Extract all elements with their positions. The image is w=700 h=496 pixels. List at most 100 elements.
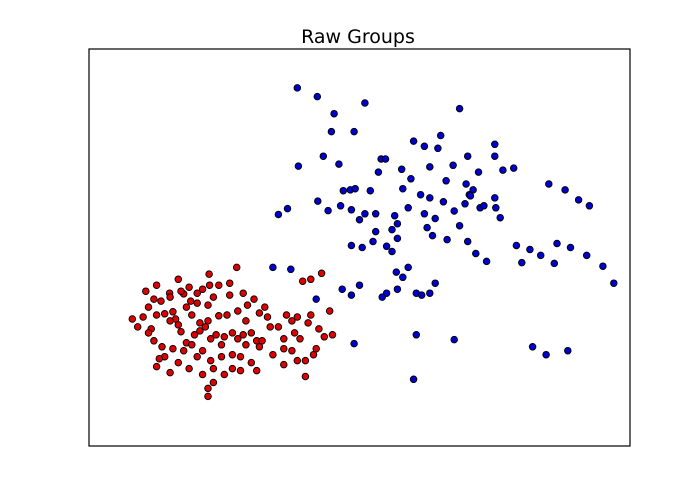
scatter-point-series-1-117 [280, 360, 288, 369]
scatter-point-series-0-6 [327, 127, 336, 136]
scatter-point-series-0-35 [336, 202, 345, 210]
scatter-point-series-1-33 [212, 331, 220, 339]
scatter-point-series-0-16 [381, 155, 390, 163]
scatter-point-series-1-68 [174, 358, 183, 367]
scatter-point-series-0-56 [480, 202, 488, 210]
scatter-point-series-1-42 [266, 323, 274, 331]
scatter-point-series-1-22 [152, 311, 161, 319]
scatter-point-series-1-61 [150, 337, 158, 345]
scatter-point-series-0-81 [582, 251, 591, 260]
scatter-point-series-0-76 [566, 243, 575, 252]
scatter-point-series-0-9 [420, 142, 429, 151]
scatter-point-series-1-21 [144, 303, 153, 311]
scatter-point-series-1-0 [205, 270, 213, 278]
scatter-point-series-0-19 [474, 168, 483, 176]
scatter-point-series-1-112 [280, 344, 288, 353]
scatter-point-series-1-34 [217, 341, 226, 349]
scatter-point-series-1-23 [157, 297, 165, 305]
scatter-point-series-0-40 [399, 184, 407, 193]
scatter-point-series-0-36 [314, 197, 322, 205]
scatter-point-series-0-64 [371, 227, 380, 236]
scatter-point-series-0-112 [585, 202, 594, 210]
scatter-point-series-1-91 [150, 295, 158, 303]
scatter-point-series-1-54 [206, 356, 215, 365]
scatter-point-series-0-110 [561, 186, 569, 194]
scatter-point-series-1-87 [307, 275, 315, 284]
scatter-point-series-0-20 [294, 162, 303, 170]
scatter-point-series-1-19 [234, 307, 242, 315]
scatter-point-series-1-93 [152, 281, 161, 289]
scatter-point-series-1-6 [225, 291, 234, 299]
scatter-point-series-0-57 [492, 204, 500, 212]
scatter-point-series-0-32 [339, 186, 348, 195]
scatter-point-series-1-1 [232, 263, 241, 272]
scatter-point-series-0-3 [361, 99, 369, 107]
scatter-point-series-1-25 [166, 317, 174, 325]
scatter-point-series-0-93 [338, 285, 346, 293]
scatter-point-series-0-52 [450, 207, 458, 215]
scatter-point-series-1-20 [242, 317, 250, 325]
scatter-point-series-0-65 [369, 237, 377, 246]
scatter-point-series-0-54 [466, 192, 475, 200]
scatter-point-series-1-89 [185, 283, 193, 291]
scatter-point-series-1-90 [166, 293, 174, 301]
scatter-point-series-1-104 [274, 323, 283, 331]
scatter-point-series-1-71 [209, 364, 218, 373]
scatter-point-series-1-105 [282, 311, 291, 319]
scatter-point-series-1-79 [204, 392, 212, 401]
scatter-point-series-0-24 [442, 177, 450, 185]
scatter-point-series-1-27 [177, 327, 185, 336]
scatter-point-series-0-34 [351, 184, 359, 193]
scatter-point-series-1-81 [301, 356, 310, 365]
scatter-point-series-1-39 [247, 329, 256, 337]
scatter-point-series-1-47 [288, 346, 296, 355]
scatter-point-series-1-50 [242, 341, 250, 349]
scatter-point-series-0-79 [482, 257, 491, 266]
scatter-point-series-1-95 [177, 287, 185, 295]
scatter-point-series-0-49 [393, 219, 402, 228]
scatter-point-series-1-111 [320, 333, 329, 341]
scatter-point-series-1-43 [263, 313, 272, 321]
scatter-point-series-1-44 [280, 335, 288, 343]
scatter-point-series-0-48 [390, 211, 399, 220]
scatter-point-series-1-106 [288, 317, 296, 325]
scatter-point-series-0-111 [574, 196, 583, 204]
scatter-point-series-0-11 [491, 140, 499, 149]
scatter-point-series-0-23 [407, 175, 415, 183]
scatter-point-series-1-65 [139, 313, 147, 321]
scatter-point-series-1-5 [209, 293, 218, 301]
scatter-point-series-0-59 [455, 221, 464, 230]
scatter-point-series-1-53 [217, 352, 226, 361]
scatter-point-series-1-73 [236, 366, 245, 375]
scatter-point-series-0-77 [518, 258, 526, 267]
scatter-point-series-1-10 [204, 301, 212, 309]
scatter-point-series-1-30 [196, 327, 204, 335]
scatter-point-series-0-62 [393, 234, 402, 243]
scatter-point-series-0-90 [378, 293, 386, 301]
scatter-point-series-0-107 [509, 164, 518, 172]
scatter-point-series-0-22 [397, 165, 406, 174]
scatter-point-series-1-46 [296, 335, 304, 343]
scatter-point-series-0-7 [350, 127, 358, 136]
scatter-point-series-0-31 [366, 186, 375, 195]
chart-title: Raw Groups [301, 26, 415, 48]
scatter-point-series-1-36 [228, 329, 237, 337]
scatter-point-series-1-83 [312, 344, 320, 353]
scatter-point-series-1-51 [236, 352, 245, 361]
scatter-point-series-0-29 [491, 194, 499, 202]
scatter-point-series-1-76 [152, 362, 161, 371]
scatter-point-series-0-83 [610, 279, 618, 287]
scatter-point-series-1-77 [155, 354, 164, 363]
scatter-point-series-1-56 [193, 352, 201, 361]
scatter-point-series-0-86 [392, 268, 401, 276]
scatter-point-series-1-13 [182, 303, 191, 311]
scatter-point-series-0-105 [542, 350, 550, 359]
scatter-point-series-1-31 [201, 323, 210, 331]
scatter-point-series-0-17 [426, 163, 434, 171]
scatter-point-series-1-110 [315, 325, 323, 333]
scatter-point-series-1-37 [234, 335, 242, 343]
scatter-point-series-0-10 [434, 144, 442, 153]
scatter-point-series-0-53 [461, 200, 469, 208]
scatter-point-series-0-5 [436, 131, 445, 140]
scatter-point-series-0-82 [599, 262, 607, 270]
